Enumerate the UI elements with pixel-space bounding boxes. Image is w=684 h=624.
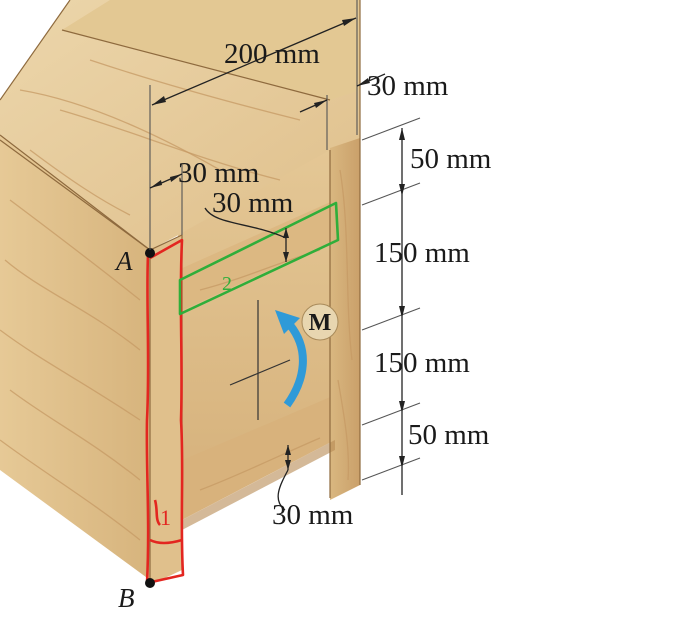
moment-label: M bbox=[309, 310, 332, 336]
dimension-lines bbox=[149, 0, 421, 511]
moment-arrow bbox=[229, 300, 307, 420]
dim-right-thickness: 30 mm bbox=[367, 70, 449, 102]
moment-badge bbox=[301, 303, 339, 341]
left-front-face bbox=[0, 135, 150, 580]
dim-bottom-height: 50 mm bbox=[408, 419, 490, 451]
red-markup-region-1 bbox=[145, 238, 185, 585]
dim-top-height: 50 mm bbox=[410, 143, 492, 175]
dim-flange-thickness: 30 mm bbox=[212, 187, 294, 219]
dim-bottom-flange: 30 mm bbox=[272, 499, 354, 531]
point-a-marker bbox=[145, 248, 155, 258]
point-b-marker bbox=[145, 578, 155, 588]
green-region-label: 2 bbox=[222, 273, 232, 295]
left-web-board bbox=[150, 235, 182, 585]
dim-top-width: 200 mm bbox=[224, 38, 320, 70]
top-back-strip bbox=[62, 0, 360, 100]
wood-grain bbox=[0, 59, 353, 541]
dim-lower-mid: 150 mm bbox=[374, 347, 470, 379]
point-a-label: A bbox=[114, 246, 133, 276]
upper-flange bbox=[178, 200, 335, 312]
red-region-label: 1 bbox=[160, 505, 171, 530]
dim-upper-mid: 150 mm bbox=[374, 237, 470, 269]
green-markup-region-2 bbox=[178, 201, 340, 316]
point-b-label: B bbox=[118, 583, 135, 613]
dim-left-web: 30 mm bbox=[178, 157, 260, 189]
wood-beam bbox=[0, 0, 361, 585]
lower-flange bbox=[178, 395, 335, 522]
lower-shadow bbox=[182, 440, 335, 530]
